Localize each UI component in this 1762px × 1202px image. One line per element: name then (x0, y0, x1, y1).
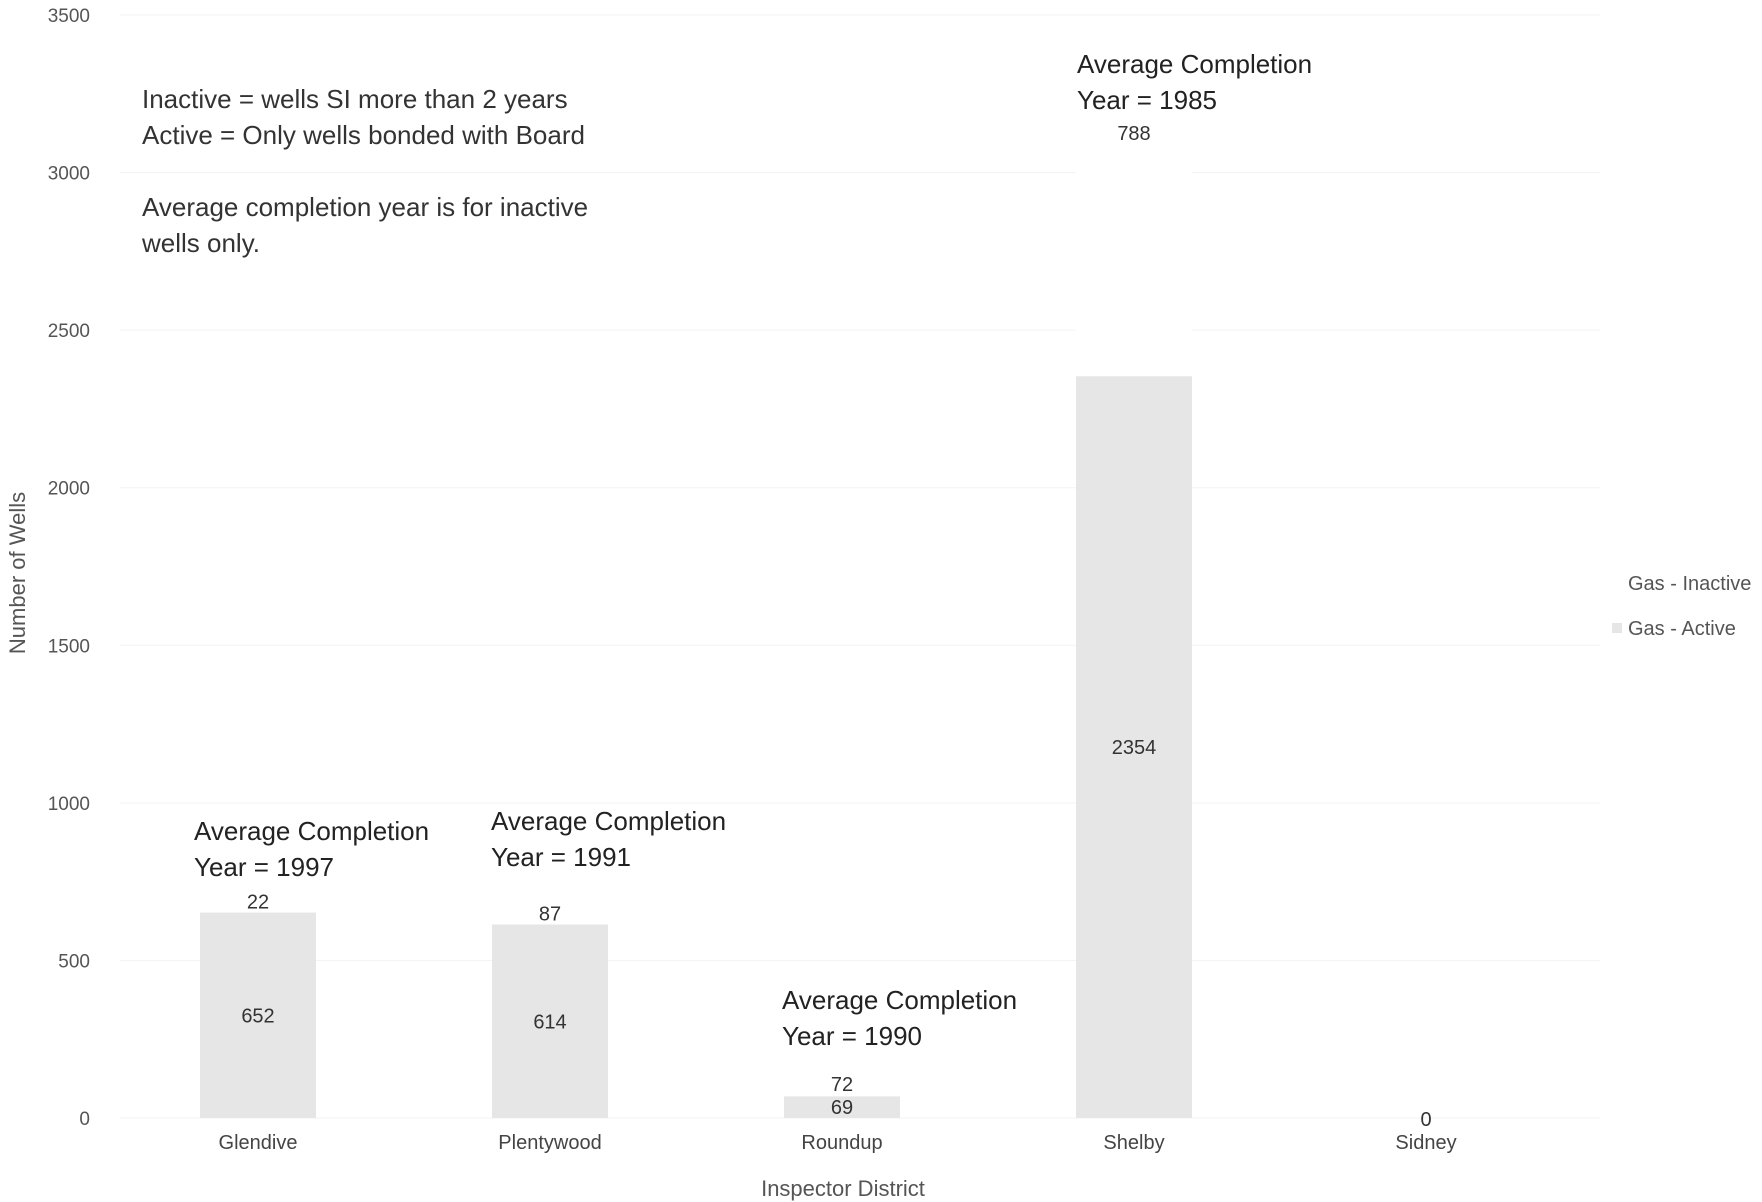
annotation-plentywood: Average Completion Year = 1991 (491, 803, 726, 875)
y-tick-2000: 2000 (48, 479, 90, 500)
y-tick-2500: 2500 (48, 321, 90, 342)
note-line-completion-cont: wells only. (142, 228, 261, 258)
bar-inactive-glendive (200, 905, 316, 913)
data-label-inactive-plentywood: 87 (539, 904, 561, 926)
y-axis-ticks: 0 500 1000 1500 2000 2500 3000 3500 (48, 6, 90, 1130)
annotation-shelby-line1: Average Completion (1077, 49, 1313, 79)
x-tick-roundup: Roundup (801, 1132, 882, 1154)
annotation-glendive-line2: Year = 1997 (194, 852, 335, 882)
annotation-roundup: Average Completion Year = 1990 (782, 982, 1017, 1054)
note-line-completion: Average completion year is for inactive (142, 192, 589, 222)
data-label-active-roundup: 69 (831, 1097, 853, 1119)
y-tick-0: 0 (79, 1109, 90, 1130)
bar-active-glendive (200, 912, 316, 1118)
annotation-glendive: Average Completion Year = 1997 (194, 813, 429, 885)
annotation-glendive-line1: Average Completion (194, 816, 430, 846)
bar-active-roundup (784, 1096, 900, 1118)
data-label-inactive-roundup: 72 (831, 1074, 853, 1096)
data-label-inactive-shelby: 788 (1117, 123, 1150, 145)
annotation-shelby: Average Completion Year = 1985 (1077, 46, 1312, 118)
bar-active-shelby (1076, 376, 1192, 1119)
note-line-inactive: Inactive = wells SI more than 2 years (142, 84, 568, 114)
data-label-active-glendive: 652 (241, 1005, 274, 1027)
y-tick-1500: 1500 (48, 636, 90, 657)
legend-label-active: Gas - Active (1628, 618, 1736, 640)
legend: Gas - Inactive Gas - Active (1612, 573, 1751, 640)
data-label-active-shelby: 2354 (1112, 737, 1157, 759)
x-tick-sidney: Sidney (1395, 1132, 1456, 1154)
chart-note: Inactive = wells SI more than 2 years Ac… (142, 81, 662, 261)
x-axis-title: Inspector District (761, 1176, 925, 1201)
x-axis-categories: Glendive Plentywood Roundup Shelby Sidney (219, 1132, 1457, 1154)
legend-swatch-inactive (1612, 578, 1622, 588)
y-tick-3500: 3500 (48, 6, 90, 27)
x-tick-shelby: Shelby (1103, 1132, 1164, 1154)
bar-inactive-plentywood (492, 897, 608, 925)
data-label-active-plentywood: 614 (533, 1011, 566, 1033)
y-tick-500: 500 (58, 951, 90, 972)
y-axis-title: Number of Wells (5, 492, 30, 654)
bars (200, 127, 1192, 1119)
x-tick-plentywood: Plentywood (498, 1132, 601, 1154)
y-tick-1000: 1000 (48, 794, 90, 815)
data-label-inactive-glendive: 22 (247, 892, 269, 914)
y-tick-3000: 3000 (48, 164, 90, 185)
annotation-plentywood-line2: Year = 1991 (491, 842, 632, 872)
legend-swatch-active (1612, 623, 1622, 633)
gridlines (120, 14, 1600, 1119)
bar-inactive-shelby (1076, 127, 1192, 377)
annotation-plentywood-line1: Average Completion (491, 806, 727, 836)
note-line-active: Active = Only wells bonded with Board (142, 120, 585, 150)
annotation-roundup-line2: Year = 1990 (782, 1021, 923, 1051)
annotation-shelby-line2: Year = 1985 (1077, 85, 1218, 115)
x-tick-glendive: Glendive (219, 1132, 298, 1154)
bar-active-plentywood (492, 924, 608, 1118)
legend-label-inactive: Gas - Inactive (1628, 573, 1751, 595)
data-label-sidney: 0 (1420, 1109, 1431, 1131)
annotation-roundup-line1: Average Completion (782, 985, 1018, 1015)
bar-inactive-roundup (784, 1073, 900, 1097)
